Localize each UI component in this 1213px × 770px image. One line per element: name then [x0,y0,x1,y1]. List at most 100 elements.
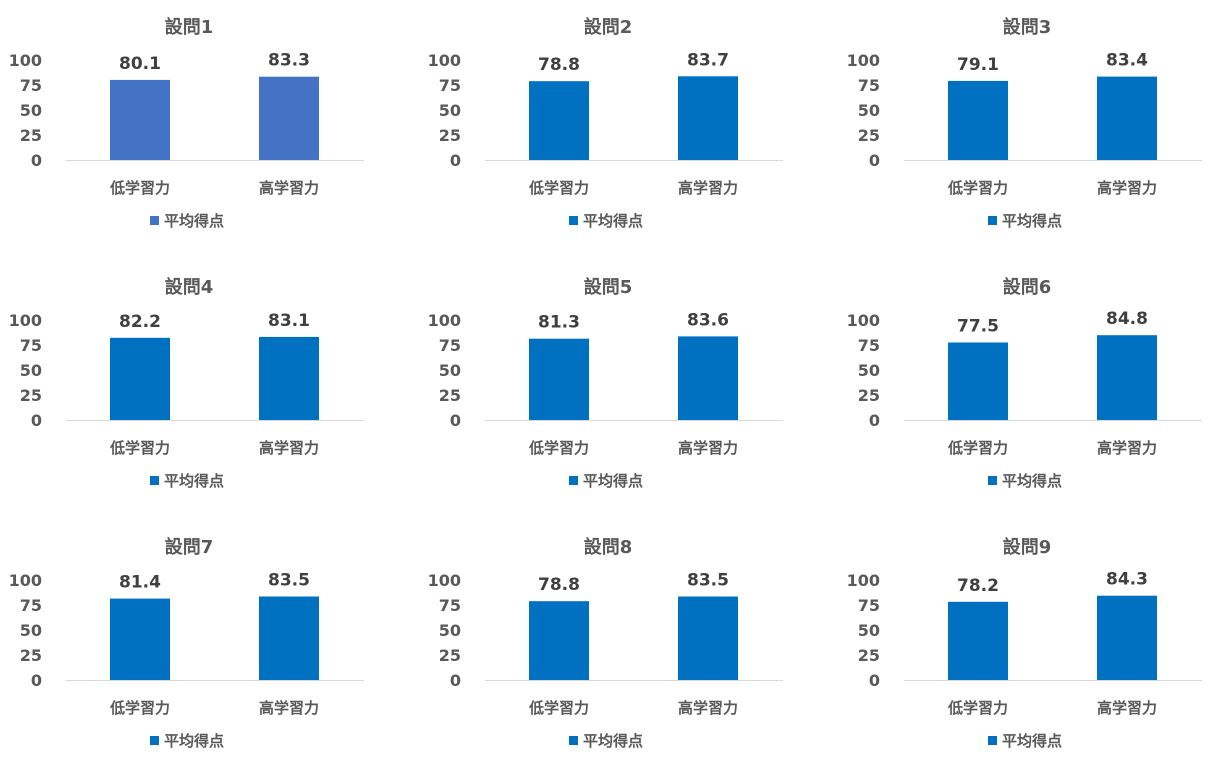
y-tick-label: 25 [858,646,880,665]
bar-2 [259,336,319,420]
bar-1 [529,338,589,420]
y-tick-label: 100 [9,571,42,590]
legend-label: 平均得点 [164,472,224,490]
data-label: 83.5 [268,571,310,591]
bar-2 [259,76,319,160]
y-tick-label: 75 [858,76,880,95]
y-tick-label: 100 [428,571,461,590]
y-tick-label: 50 [439,621,461,640]
bar-2 [1097,595,1157,680]
category-label: 低学習力 [528,179,589,197]
y-tick-label: 100 [847,311,880,330]
bar-2 [678,76,738,160]
data-label: 78.8 [538,575,580,595]
y-tick-label: 75 [439,76,461,95]
chart-6: 設問6 100 75 50 25 0 77.5 低学習力 84.8 高学習力 平均得点 [838,260,1213,510]
bar-1 [110,598,170,680]
legend-label: 平均得点 [583,472,643,490]
data-label: 83.3 [268,51,310,71]
chart-title: 設問7 [165,536,214,558]
data-label: 84.8 [1106,309,1148,329]
y-tick-label: 100 [9,51,42,70]
y-tick-label: 0 [869,151,880,170]
category-label: 低学習力 [109,179,170,197]
y-tick-label: 50 [858,101,880,120]
category-label: 高学習力 [678,699,738,717]
data-label: 80.1 [119,54,161,74]
chart-5: 設問5 100 75 50 25 0 81.3 低学習力 83.6 高学習力 平均得点 [419,260,829,510]
data-label: 83.6 [687,310,729,330]
category-label: 高学習力 [1097,179,1157,197]
y-tick-label: 100 [428,311,461,330]
legend-label: 平均得点 [583,732,643,750]
bar-2 [259,596,319,680]
category-label: 低学習力 [109,439,170,457]
bar-2 [1097,335,1157,420]
y-tick-label: 25 [20,126,42,145]
data-label: 78.2 [957,576,999,596]
data-label: 83.5 [687,571,729,591]
bar-2 [678,336,738,420]
legend-marker [988,476,997,485]
y-tick-label: 75 [439,596,461,615]
bar-1 [948,342,1008,420]
chart-3: 設問3 100 75 50 25 0 79.1 低学習力 83.4 高学習力 平均得点 [838,0,1213,250]
chart-title: 設問4 [165,276,214,298]
y-tick-label: 0 [31,151,42,170]
legend-label: 平均得点 [583,212,643,230]
y-tick-label: 100 [428,51,461,70]
y-tick-label: 0 [31,671,42,690]
chart-title: 設問2 [584,16,633,38]
chart-title: 設問3 [1003,16,1052,38]
data-label: 81.4 [119,573,161,593]
data-label: 82.2 [119,312,161,332]
y-tick-label: 50 [858,361,880,380]
legend-marker [569,736,578,745]
legend-label: 平均得点 [1002,472,1062,490]
y-tick-label: 75 [858,596,880,615]
category-label: 高学習力 [1097,439,1157,457]
y-tick-label: 75 [20,336,42,355]
y-tick-label: 0 [869,671,880,690]
legend-marker [150,476,159,485]
bar-1 [110,337,170,420]
category-label: 低学習力 [109,699,170,717]
legend-marker [988,216,997,225]
y-tick-label: 75 [20,596,42,615]
bar-1 [529,601,589,680]
y-tick-label: 25 [439,126,461,145]
legend-marker [150,736,159,745]
y-tick-label: 50 [858,621,880,640]
chart-title: 設問5 [584,276,633,298]
chart-2: 設問2 100 75 50 25 0 78.8 低学習力 83.7 高学習力 平均得点 [419,0,829,250]
bar-2 [1097,76,1157,160]
y-tick-label: 100 [9,311,42,330]
chart-1: 設問1 100 75 50 25 0 80.1 低学習力 83.3 高学習力 平均得点 [0,0,410,250]
category-label: 低学習力 [528,699,589,717]
y-tick-label: 25 [20,646,42,665]
chart-title: 設問9 [1003,536,1052,558]
y-tick-label: 25 [20,386,42,405]
category-label: 高学習力 [259,439,319,457]
data-label: 83.1 [268,311,310,331]
y-tick-label: 50 [439,361,461,380]
data-label: 79.1 [957,55,999,75]
category-label: 高学習力 [259,179,319,197]
legend-marker [150,216,159,225]
data-label: 83.7 [687,50,729,70]
y-tick-label: 50 [20,361,42,380]
y-tick-label: 0 [450,151,461,170]
legend-marker [988,736,997,745]
chart-title: 設問6 [1003,276,1052,298]
legend-label: 平均得点 [164,732,224,750]
category-label: 低学習力 [947,179,1008,197]
legend-marker [569,476,578,485]
y-tick-label: 75 [20,76,42,95]
category-label: 高学習力 [259,699,319,717]
category-label: 低学習力 [947,699,1008,717]
chart-4: 設問4 100 75 50 25 0 82.2 低学習力 83.1 高学習力 平均得点 [0,260,410,510]
